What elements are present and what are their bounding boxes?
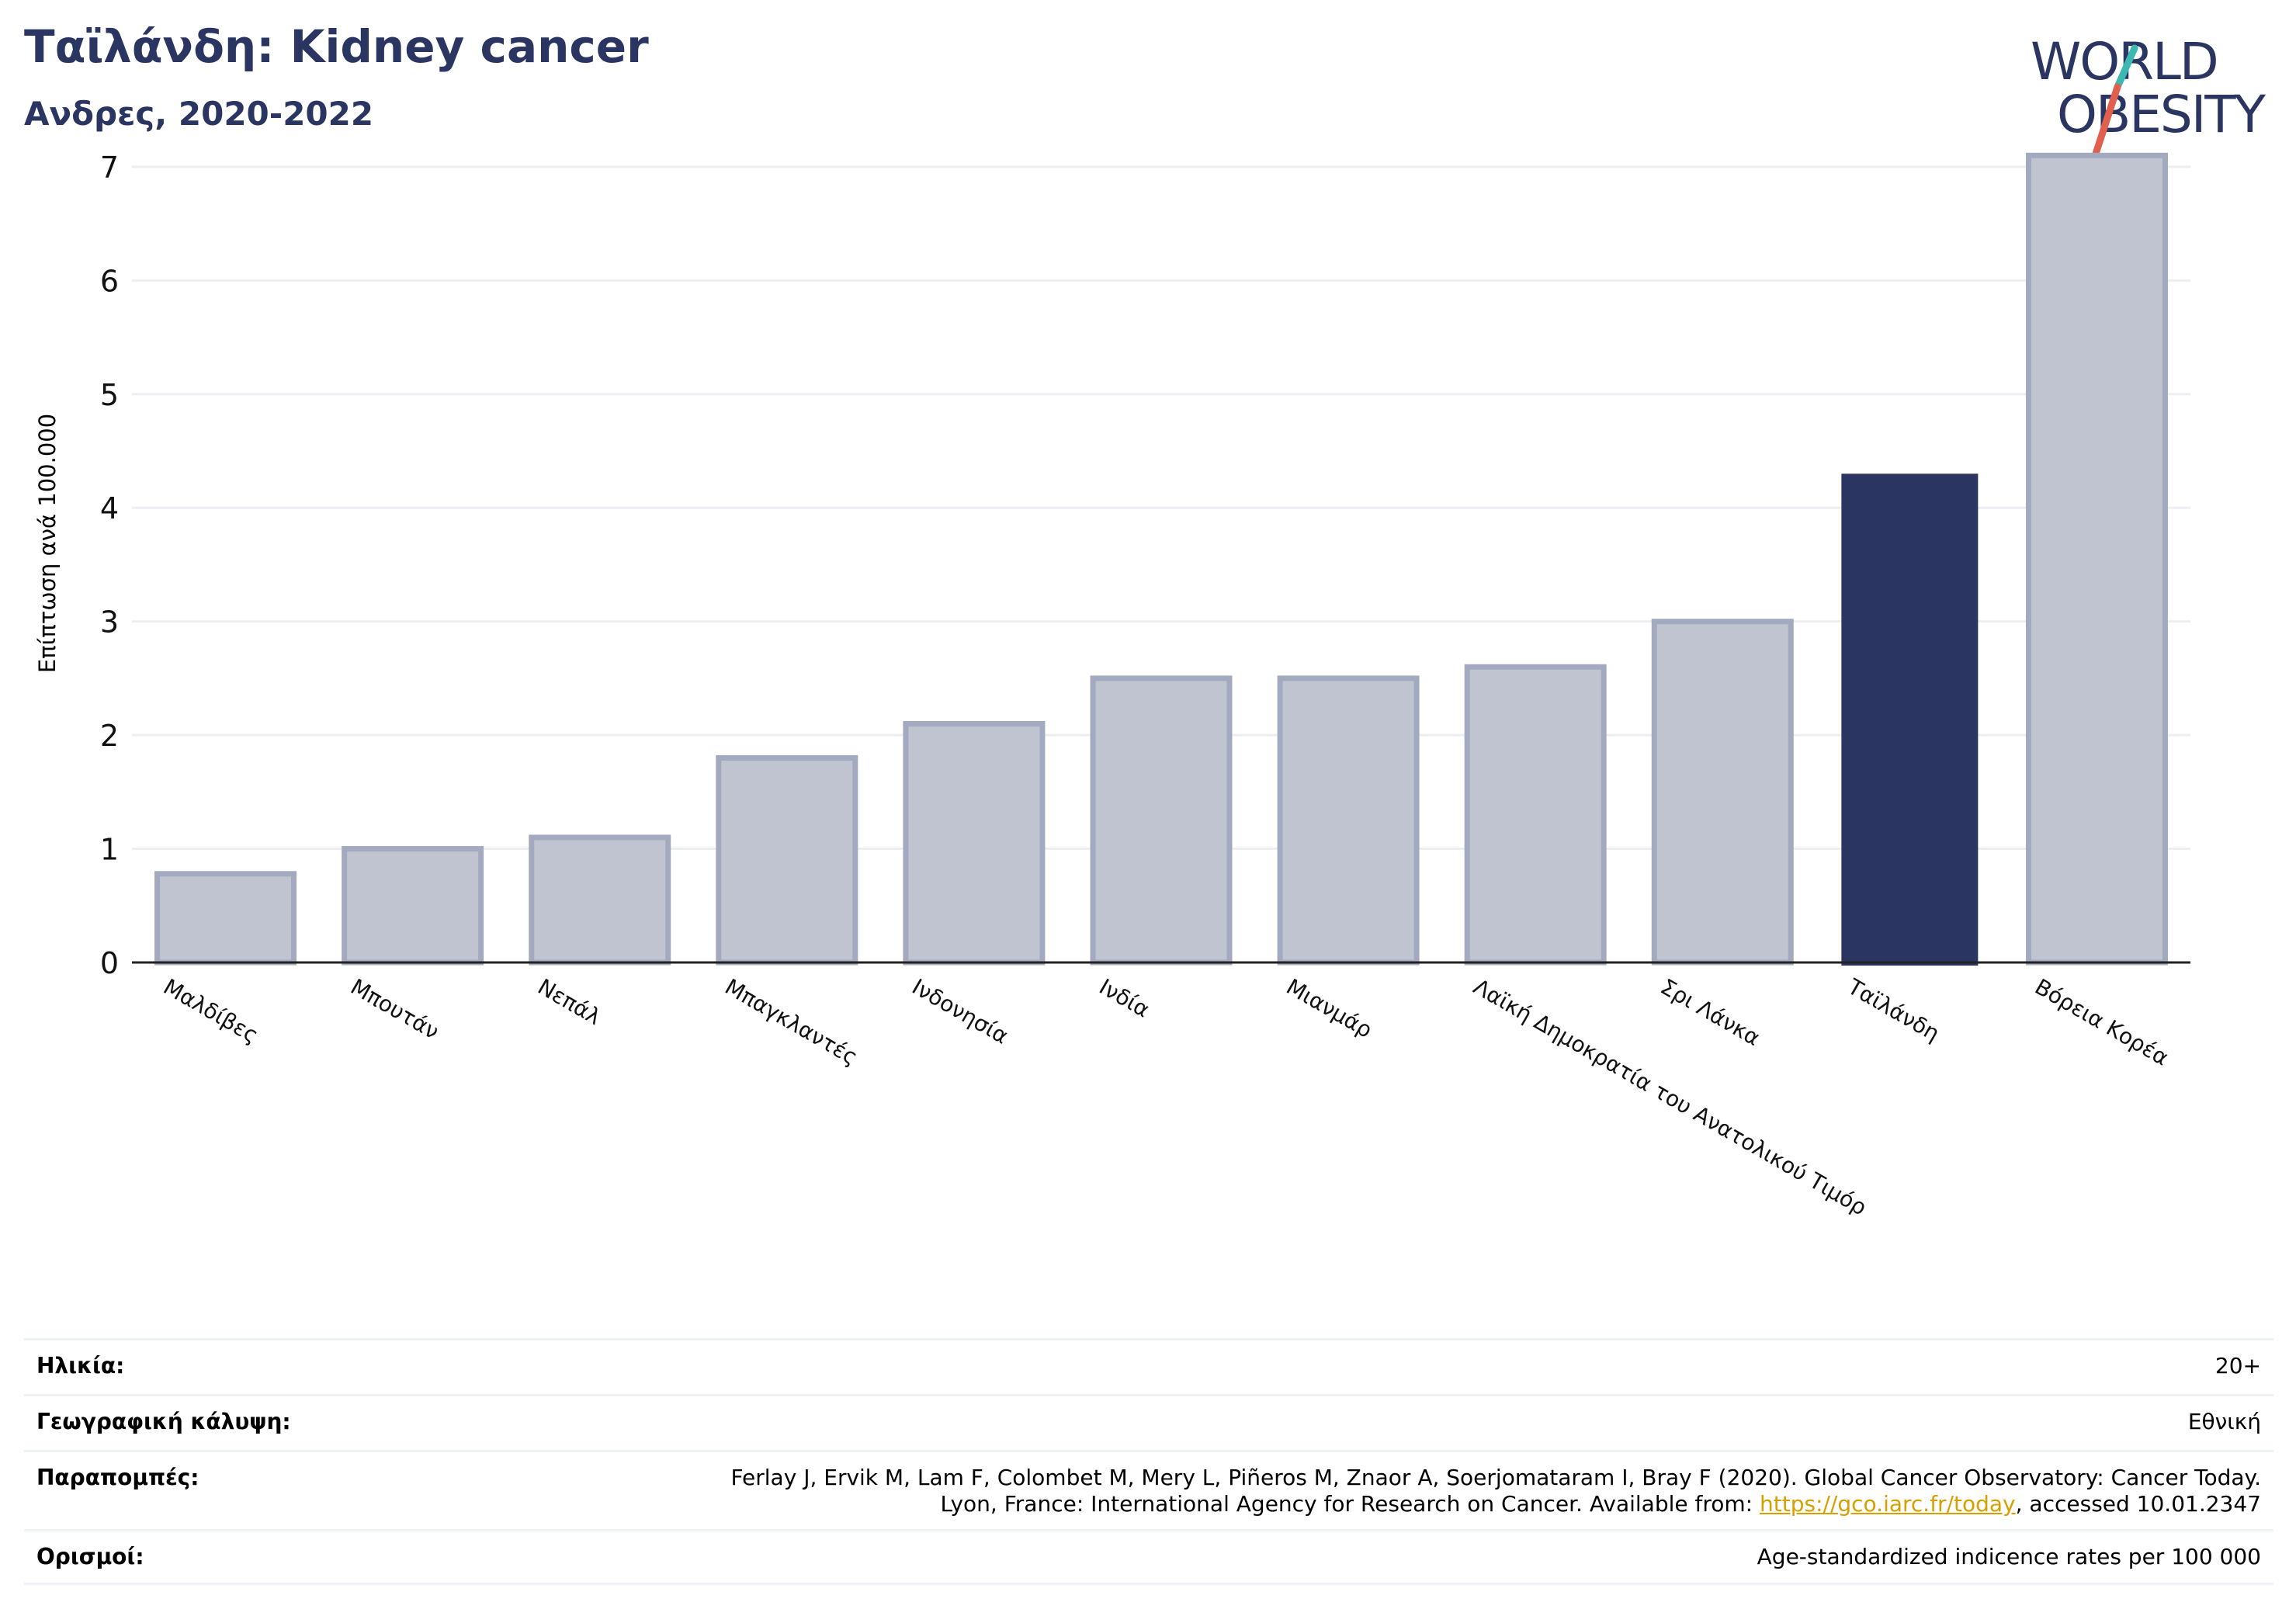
bar-5 [903,720,1046,966]
y-tick-label: 4 [100,491,119,525]
y-tick-label: 6 [100,264,119,298]
bar-9 [1651,619,1794,966]
reference-line-1: Ferlay J, Ervik M, Lam F, Colombet M, Me… [730,1465,2261,1490]
logo-slash-bottom [2092,83,2121,158]
x-tick-label: Λαϊκή Δημοκρατία του Ανατολικού Τιμόρ [1469,973,1871,1220]
meta-value-age: 20+ [2214,1353,2261,1379]
gco-link[interactable]: https://gco.iarc.fr/today [1760,1491,2016,1517]
meta-label-coverage: Γεωγραφική κάλυψη: [36,1409,291,1434]
meta-row-coverage: Γεωγραφική κάλυψη: Εθνική [24,1394,2273,1450]
meta-value-definitions: Age-standardized indicence rates per 100… [1757,1544,2261,1569]
bar-1 [154,871,297,966]
meta-value-references: Ferlay J, Ervik M, Lam F, Colombet M, Me… [730,1465,2261,1517]
x-tick-label: Μαλδίβες [159,973,263,1048]
bar-11 [2025,152,2168,966]
bar-8 [1464,664,1607,966]
x-tick-label: Ταϊλάνδη [1843,973,1944,1046]
bar-2 [342,846,484,966]
bar-3 [529,834,671,966]
x-tick-label: Νεπάλ [533,973,605,1030]
world-obesity-logo: WORLD OBESITY [2031,32,2268,158]
logo-slash-top [2114,44,2138,91]
meta-label-definitions: Ορισμοί: [36,1544,144,1569]
bars [154,152,2168,966]
reference-line-2-start: Lyon, France: International Agency for R… [940,1491,1760,1517]
bar-4 [716,754,858,966]
meta-row-age: Ηλικία: 20+ [24,1338,2273,1394]
x-tick-label: Βόρεια Κορέα [2031,973,2173,1070]
y-axis-ticks: 0 1 2 3 4 5 6 7 [100,151,119,980]
y-tick-label: 7 [100,151,119,185]
x-tick-label: Μπαγκλαντές [720,973,862,1070]
x-tick-label: Μιανμάρ [1282,973,1377,1042]
reference-line-2-end: , accessed 10.01.2347 [2015,1491,2261,1517]
x-tick-label: Μπουτάν [346,973,443,1044]
y-tick-label: 3 [100,605,119,640]
x-axis-ticks: Μαλδίβες Μπουτάν Νεπάλ Μπαγκλαντές Ινδονησία… [159,973,2173,1221]
y-tick-label: 0 [100,946,119,980]
y-tick-label: 2 [100,719,119,753]
y-tick-label: 1 [100,833,119,867]
bar-6 [1090,675,1233,966]
y-axis-label: Επίπτωση ανά 100.000 [34,414,61,673]
x-tick-label: Ινδία [1095,973,1154,1022]
logo-line-1: WORLD [2031,32,2218,92]
meta-value-coverage: Εθνική [2187,1409,2261,1434]
meta-label-references: Παραπομπές: [36,1465,199,1490]
y-tick-label: 5 [100,378,119,412]
bar-chart: 0 1 2 3 4 5 6 7 Μαλδίβες Μπουτάν Νεπάλ Μπαγκλαντές… [34,151,2190,1221]
chart-title: Ταϊλάνδη: Kidney cancer [24,20,649,73]
x-tick-label: Σρι Λάνκα [1656,973,1765,1051]
meta-row-references: Παραπομπές: Ferlay J, Ervik M, Lam F, Co… [24,1450,2273,1529]
bar-10 [1841,473,1979,966]
meta-row-definitions: Ορισμοί: Age-standardized indicence rate… [24,1529,2273,1585]
chart-subtitle: Ανδρες, 2020-2022 [24,95,374,133]
logo-line-2: OBESITY [2057,85,2267,144]
x-tick-label: Ινδονησία [907,973,1012,1049]
meta-label-age: Ηλικία: [36,1353,125,1379]
bar-7 [1277,675,1420,966]
metadata-table: Ηλικία: 20+ Γεωγραφική κάλυψη: Εθνική Πα… [24,1338,2273,1585]
